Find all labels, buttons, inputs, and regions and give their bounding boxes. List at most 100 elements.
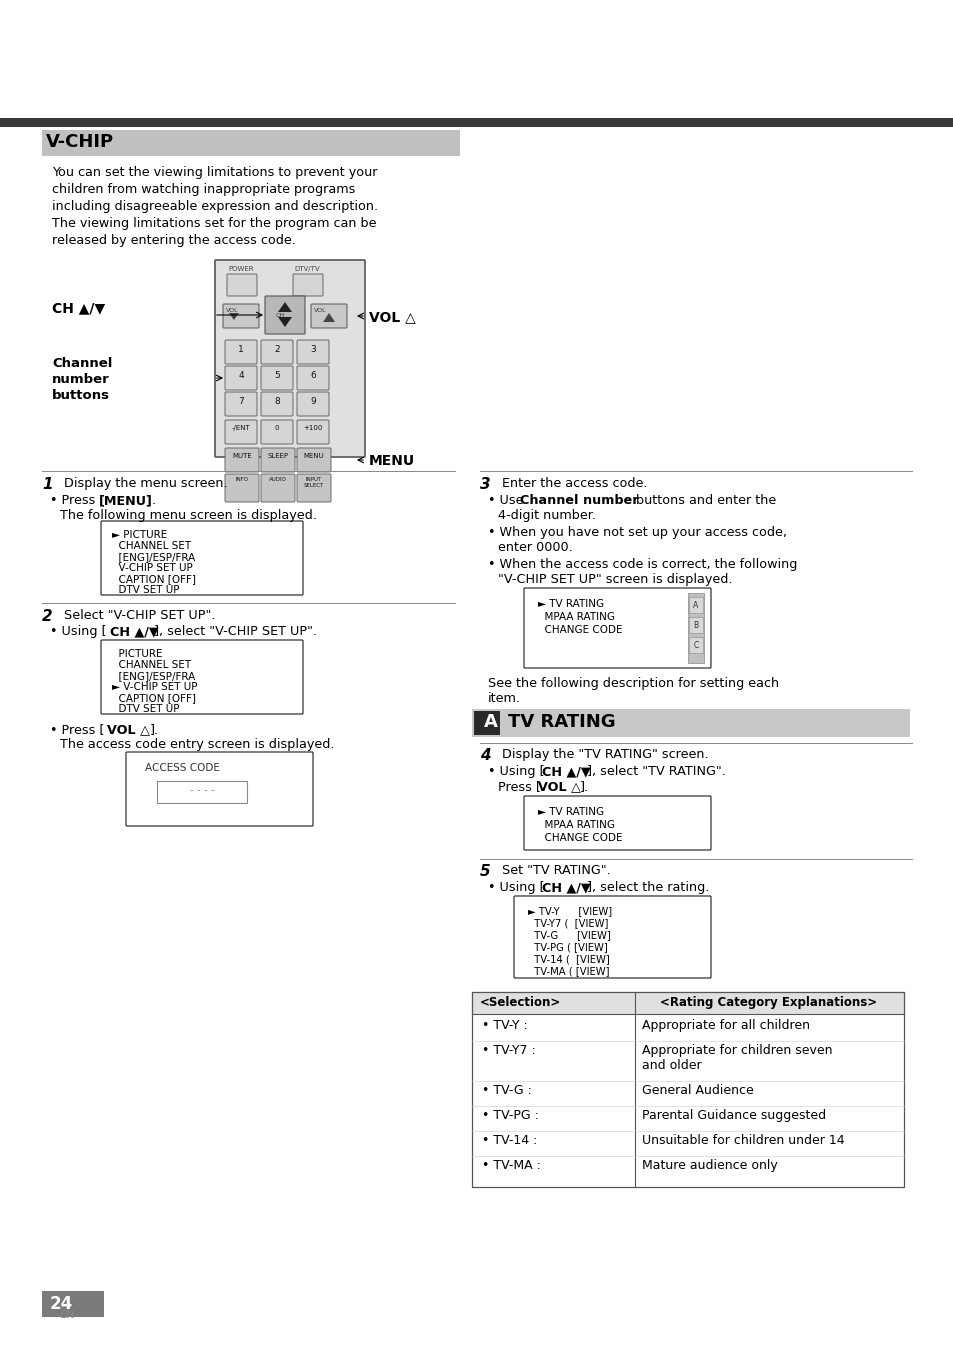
FancyBboxPatch shape	[101, 640, 303, 713]
FancyBboxPatch shape	[227, 274, 256, 296]
Bar	[157, 781, 247, 802]
Text: The viewing limitations set for the program can be: The viewing limitations set for the prog…	[52, 218, 376, 230]
Text: number: number	[52, 373, 110, 386]
FancyBboxPatch shape	[126, 753, 313, 825]
Polygon shape	[277, 303, 292, 312]
Text: PICTURE: PICTURE	[112, 648, 162, 659]
Text: ], select "TV RATING".: ], select "TV RATING".	[586, 765, 725, 778]
FancyBboxPatch shape	[296, 449, 331, 471]
Text: EN: EN	[60, 1310, 75, 1320]
Text: and older: and older	[641, 1059, 700, 1071]
Text: • Using [: • Using [	[488, 881, 544, 894]
Bar	[688, 638, 702, 653]
Polygon shape	[277, 317, 292, 327]
Text: MPAA RATING: MPAA RATING	[537, 612, 615, 621]
Text: • Using [: • Using [	[50, 626, 107, 638]
Bar	[472, 992, 903, 1015]
FancyBboxPatch shape	[225, 366, 256, 390]
Text: buttons and enter the: buttons and enter the	[631, 494, 776, 507]
Text: CHANNEL SET: CHANNEL SET	[112, 540, 191, 551]
FancyBboxPatch shape	[261, 449, 294, 471]
Text: Mature audience only: Mature audience only	[641, 1159, 777, 1173]
Bar	[472, 992, 903, 1188]
Text: VOL △: VOL △	[107, 723, 150, 736]
FancyBboxPatch shape	[523, 796, 710, 850]
Text: 9: 9	[310, 397, 315, 407]
Text: DTV/TV: DTV/TV	[294, 266, 319, 272]
Polygon shape	[229, 313, 239, 320]
Text: Select "V-CHIP SET UP".: Select "V-CHIP SET UP".	[64, 609, 215, 621]
FancyBboxPatch shape	[101, 521, 303, 594]
Text: ► TV RATING: ► TV RATING	[537, 807, 603, 817]
FancyBboxPatch shape	[523, 588, 710, 667]
Text: ► V-CHIP SET UP: ► V-CHIP SET UP	[112, 682, 197, 692]
Text: ].: ].	[579, 780, 589, 793]
Text: VOL △: VOL △	[537, 780, 580, 793]
Text: DTV SET UP: DTV SET UP	[112, 585, 179, 594]
Text: 4-digit number.: 4-digit number.	[497, 509, 596, 521]
FancyBboxPatch shape	[293, 274, 323, 296]
FancyBboxPatch shape	[296, 474, 331, 503]
Text: ].: ].	[150, 723, 159, 736]
Text: See the following description for setting each: See the following description for settin…	[488, 677, 779, 690]
Text: The access code entry screen is displayed.: The access code entry screen is displaye…	[60, 738, 335, 751]
Text: children from watching inappropriate programs: children from watching inappropriate pro…	[52, 182, 355, 196]
FancyBboxPatch shape	[261, 366, 293, 390]
Text: 6: 6	[310, 372, 315, 380]
Bar	[474, 711, 499, 735]
FancyBboxPatch shape	[225, 449, 258, 471]
Text: 1: 1	[42, 477, 52, 492]
Text: • Press [: • Press [	[50, 723, 105, 736]
Text: CHANGE CODE: CHANGE CODE	[537, 626, 622, 635]
Text: MENU: MENU	[369, 454, 415, 467]
Text: Display the menu screen.: Display the menu screen.	[64, 477, 228, 490]
Text: including disagreeable expression and description.: including disagreeable expression and de…	[52, 200, 377, 213]
Text: CH ▲/▼: CH ▲/▼	[541, 881, 590, 894]
Text: 3: 3	[479, 477, 490, 492]
FancyBboxPatch shape	[296, 366, 329, 390]
Text: MUTE: MUTE	[232, 453, 252, 459]
Text: • TV-14 :: • TV-14 :	[481, 1133, 537, 1147]
FancyBboxPatch shape	[514, 896, 710, 978]
Text: TV-Y7 (  [VIEW]: TV-Y7 ( [VIEW]	[527, 917, 608, 928]
Text: Unsuitable for children under 14: Unsuitable for children under 14	[641, 1133, 843, 1147]
Text: "V-CHIP SET UP" screen is displayed.: "V-CHIP SET UP" screen is displayed.	[497, 573, 732, 586]
Text: 7: 7	[238, 397, 244, 407]
Text: 0: 0	[274, 426, 279, 431]
Text: Display the "TV RATING" screen.: Display the "TV RATING" screen.	[501, 748, 708, 761]
Text: ► PICTURE: ► PICTURE	[112, 530, 167, 540]
Text: 1: 1	[238, 345, 244, 354]
Text: INFO: INFO	[235, 477, 249, 482]
Text: TV RATING: TV RATING	[507, 713, 615, 731]
Text: CAPTION [OFF]: CAPTION [OFF]	[112, 693, 195, 703]
FancyBboxPatch shape	[214, 259, 365, 457]
Text: <Selection>: <Selection>	[479, 996, 560, 1009]
Text: 5: 5	[479, 865, 490, 880]
Text: • When you have not set up your access code,: • When you have not set up your access c…	[488, 526, 786, 539]
Text: B: B	[693, 621, 698, 630]
Text: 3: 3	[310, 345, 315, 354]
FancyBboxPatch shape	[261, 474, 294, 503]
FancyBboxPatch shape	[225, 392, 256, 416]
Text: 4: 4	[238, 372, 244, 380]
FancyBboxPatch shape	[223, 304, 258, 328]
Bar	[0, 118, 953, 127]
Text: ], select the rating.: ], select the rating.	[586, 881, 709, 894]
Text: • Using [: • Using [	[488, 765, 544, 778]
Text: POWER: POWER	[228, 266, 253, 272]
Text: Appropriate for children seven: Appropriate for children seven	[641, 1044, 832, 1056]
Text: V-CHIP SET UP: V-CHIP SET UP	[112, 563, 193, 573]
Text: TV-G      [VIEW]: TV-G [VIEW]	[527, 929, 610, 940]
FancyBboxPatch shape	[225, 420, 256, 444]
Text: CH: CH	[275, 313, 285, 317]
Text: ► TV RATING: ► TV RATING	[537, 598, 603, 609]
Text: +100: +100	[303, 426, 322, 431]
Text: 2: 2	[274, 345, 279, 354]
Text: CH ▲/▼: CH ▲/▼	[541, 765, 590, 778]
Text: CH ▲/▼: CH ▲/▼	[52, 301, 105, 315]
Text: buttons: buttons	[52, 389, 110, 403]
Text: Appropriate for all children: Appropriate for all children	[641, 1019, 809, 1032]
Text: SLEEP: SLEEP	[267, 453, 288, 459]
Bar	[42, 1292, 104, 1317]
Text: released by entering the access code.: released by entering the access code.	[52, 234, 295, 247]
